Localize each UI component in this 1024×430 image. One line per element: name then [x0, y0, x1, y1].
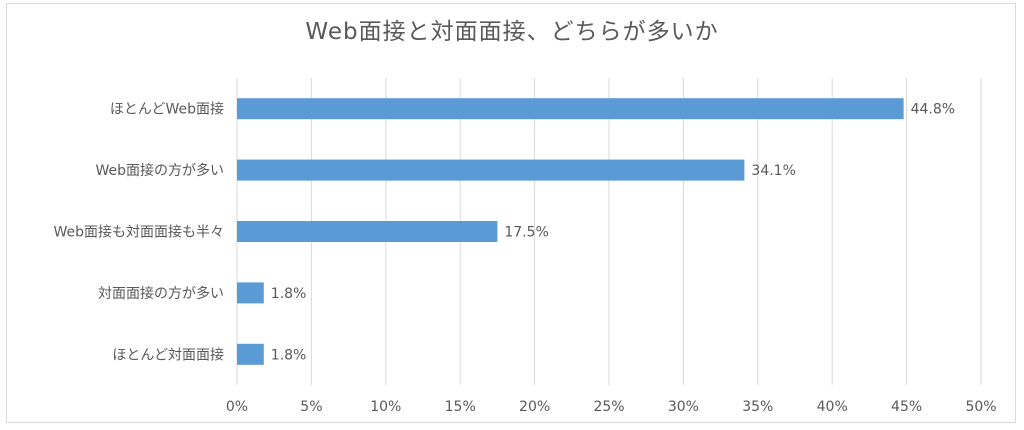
- bar: [237, 221, 498, 242]
- data-label: 1.8%: [271, 347, 307, 363]
- chart-title: Web面接と対面面接、どちらが多いか: [305, 19, 719, 45]
- category-label: 対面面接の方が多い: [98, 285, 224, 302]
- x-tick-label: 10%: [370, 399, 401, 415]
- x-tick-label: 25%: [593, 399, 624, 415]
- x-tick-label: 50%: [965, 399, 996, 415]
- x-tick-label: 40%: [817, 399, 848, 415]
- data-label: 34.1%: [751, 163, 795, 179]
- grid-lines: [236, 78, 982, 385]
- x-tick-label: 30%: [668, 399, 699, 415]
- x-tick-labels: 0% 5% 10% 15% 20% 25% 30% 35% 40% 45% 50%: [226, 399, 997, 415]
- category-labels: ほとんどWeb面接 Web面接の方が多い Web面接も対面面接も半々対面面接の方が多…: [53, 101, 224, 364]
- category-label: Web面接の方が多い: [95, 162, 224, 179]
- x-tick-label: 5%: [300, 399, 322, 415]
- category-label: ほとんどWeb面接: [110, 101, 224, 118]
- bar: [237, 282, 264, 304]
- x-tick-label: 35%: [742, 399, 773, 415]
- data-label: 1.8%: [271, 286, 307, 302]
- bars: [237, 98, 904, 365]
- bar: [237, 343, 264, 365]
- x-tick-label: 20%: [519, 399, 550, 415]
- x-tick-label: 0%: [226, 399, 248, 415]
- x-tick-label: 15%: [445, 399, 476, 415]
- bar: [237, 159, 745, 181]
- data-label: 44.8%: [911, 102, 955, 118]
- data-label: 17.5%: [504, 225, 548, 241]
- category-label: ほとんど対面面接: [112, 346, 224, 363]
- bar: [237, 98, 904, 120]
- x-tick-label: 45%: [891, 399, 922, 415]
- chart-frame: [6, 3, 1016, 423]
- category-label: Web面接も対面面接も半々: [53, 224, 224, 241]
- value-labels: 44.8% 34.1% 17.5% 1.8% 1.8%: [271, 102, 955, 364]
